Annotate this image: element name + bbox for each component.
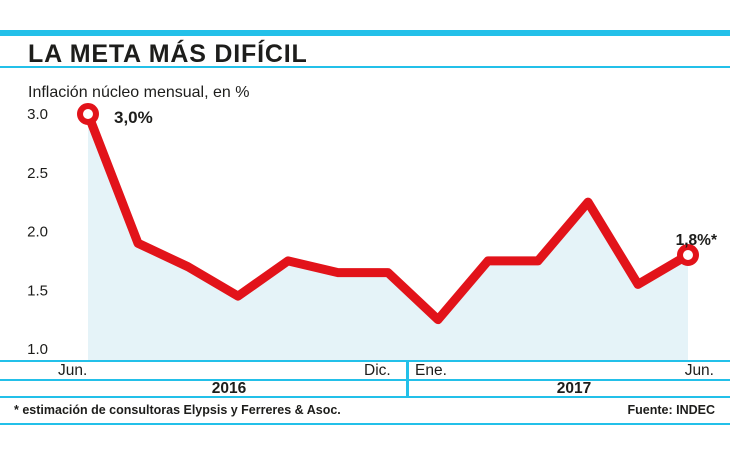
footnote-estimation: * estimación de consultoras Elypsis y Fe… bbox=[14, 403, 341, 417]
top-accent-bar bbox=[0, 30, 730, 36]
data-point-label: 1,8%* bbox=[676, 232, 718, 249]
series-area-fill bbox=[88, 114, 688, 361]
data-point-label: 3,0% bbox=[114, 108, 153, 127]
y-tick-label: 1.5 bbox=[27, 282, 48, 299]
x-tick-dic-2016: Dic. bbox=[364, 362, 391, 379]
years-footer-separator bbox=[0, 396, 730, 398]
y-tick-label: 2.0 bbox=[27, 224, 48, 241]
y-tick-label: 1.0 bbox=[27, 341, 48, 358]
y-tick-label: 3.0 bbox=[27, 106, 48, 123]
months-years-separator bbox=[0, 379, 730, 381]
x-tick-jun-2017: Jun. bbox=[684, 362, 714, 379]
data-point-marker bbox=[677, 244, 699, 266]
x-tick-jun-2016: Jun. bbox=[58, 362, 88, 379]
title-underline bbox=[0, 66, 730, 68]
data-point-marker bbox=[77, 103, 99, 125]
y-tick-label: 2.5 bbox=[27, 165, 48, 182]
year-label-2016: 2016 bbox=[211, 380, 247, 397]
year-label-2017: 2017 bbox=[556, 380, 592, 397]
x-tick-ene-2017: Ene. bbox=[415, 362, 447, 379]
x-axis-baseline bbox=[0, 360, 730, 362]
page-title: LA META MÁS DIFÍCIL bbox=[28, 40, 308, 68]
bottom-accent-rule bbox=[0, 423, 730, 425]
source-credit: Fuente: INDEC bbox=[627, 403, 716, 417]
series-line bbox=[83, 109, 693, 325]
chart-subtitle: Inflación núcleo mensual, en % bbox=[28, 84, 250, 101]
